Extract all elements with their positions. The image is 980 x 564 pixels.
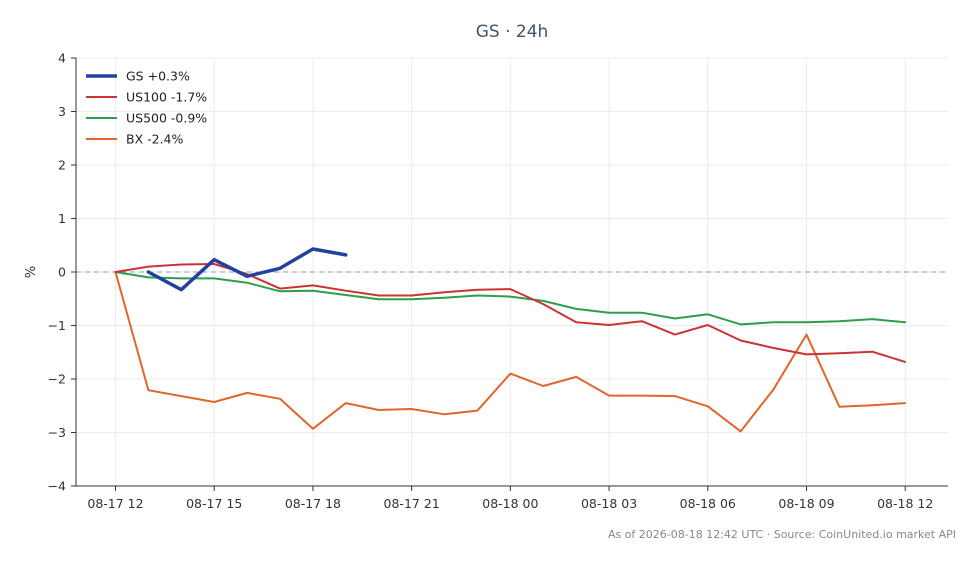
source-footer: As of 2026-08-18 12:42 UTC · Source: Coi… [608,528,956,541]
chart-title: GS · 24h [476,22,549,42]
x-tick-label: 08-18 03 [581,496,637,511]
series-line [114,271,907,433]
y-tick-label: 1 [58,211,66,226]
legend-label: US100 -1.7% [126,90,207,105]
x-tick-label: 08-18 12 [877,496,933,511]
x-tick-label: 08-17 12 [87,496,143,511]
y-axis-label: % [24,266,39,278]
legend: GS +0.3% US100 -1.7% US500 -0.9% BX -2.4% [86,69,207,147]
y-axis-ticks: −4 −3 −2 −1 0 1 2 3 4 [48,51,76,494]
x-tick-label: 08-18 09 [778,496,834,511]
x-tick-label: 08-17 21 [384,496,440,511]
y-tick-label: −3 [48,425,66,440]
y-tick-label: −4 [48,479,66,494]
legend-label: BX -2.4% [126,132,184,147]
series-line [114,271,907,326]
legend-label: GS +0.3% [126,69,190,84]
x-tick-label: 08-17 15 [186,496,242,511]
x-axis-ticks: 08-17 12 08-17 15 08-17 18 08-17 21 08-18 00… [87,486,933,511]
y-tick-label: 0 [58,265,66,280]
x-tick-label: 08-17 18 [285,496,341,511]
series-lines [114,247,907,433]
series-line [114,263,907,363]
y-tick-label: −1 [48,318,66,333]
y-tick-label: 3 [58,104,66,119]
y-tick-label: 2 [58,158,66,173]
x-tick-label: 08-18 00 [482,496,538,511]
y-tick-label: 4 [58,51,66,66]
y-tick-label: −2 [48,372,66,387]
legend-label: US500 -0.9% [126,111,207,126]
series-line [146,247,348,292]
x-tick-label: 08-18 06 [680,496,736,511]
